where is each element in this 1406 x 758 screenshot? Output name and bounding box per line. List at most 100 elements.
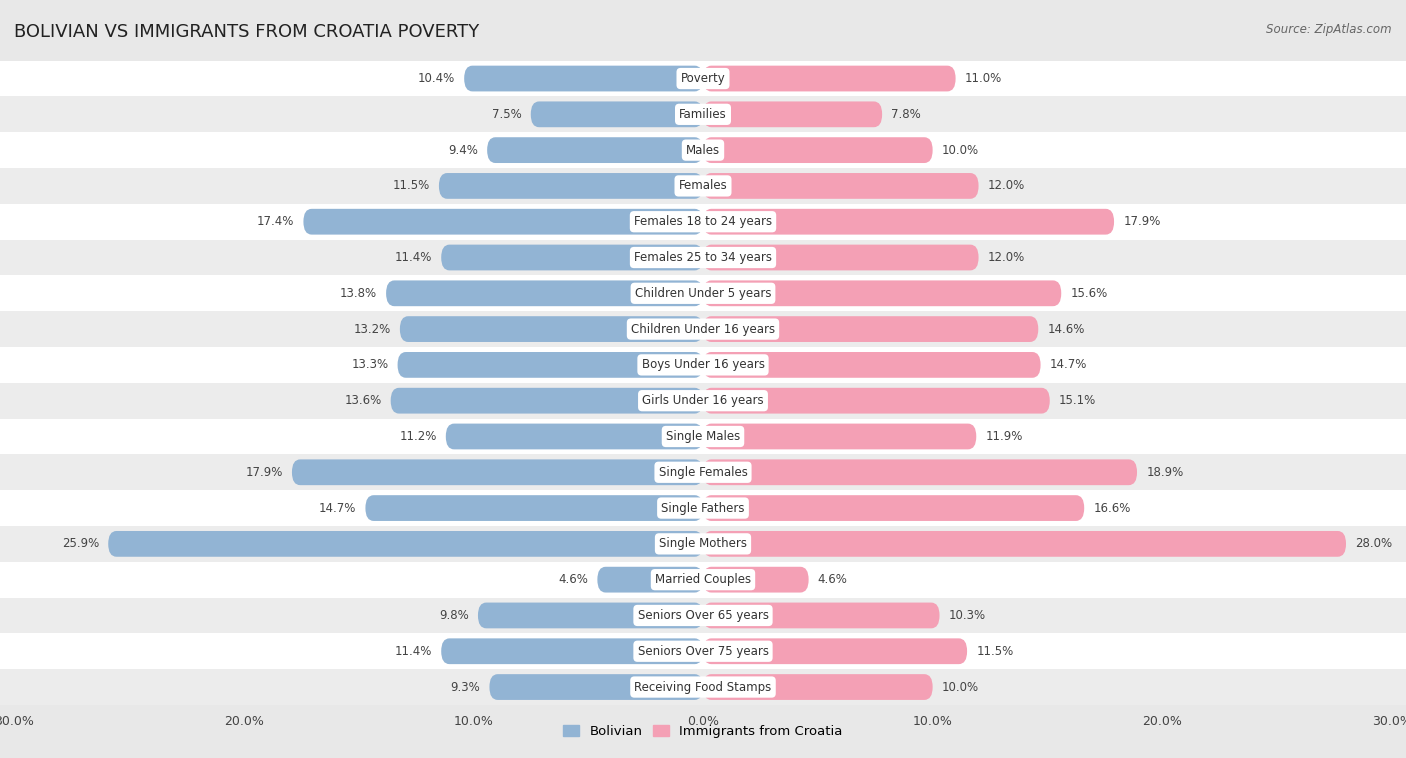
Text: 10.4%: 10.4% [418,72,456,85]
Text: Females 25 to 34 years: Females 25 to 34 years [634,251,772,264]
Bar [0,240,1406,275]
FancyBboxPatch shape [304,208,703,235]
FancyBboxPatch shape [391,388,703,414]
Text: 18.9%: 18.9% [1146,465,1184,479]
Text: 9.3%: 9.3% [450,681,481,694]
Text: 9.8%: 9.8% [439,609,468,622]
Text: 4.6%: 4.6% [818,573,848,586]
Bar [0,204,1406,240]
Text: 25.9%: 25.9% [62,537,98,550]
Bar [0,168,1406,204]
Bar [0,562,1406,597]
FancyBboxPatch shape [703,352,1040,377]
Text: 10.3%: 10.3% [949,609,986,622]
FancyBboxPatch shape [486,137,703,163]
Text: 10.0%: 10.0% [942,681,979,694]
FancyBboxPatch shape [478,603,703,628]
Text: 11.9%: 11.9% [986,430,1022,443]
Text: Girls Under 16 years: Girls Under 16 years [643,394,763,407]
Text: Females 18 to 24 years: Females 18 to 24 years [634,215,772,228]
Text: 10.0%: 10.0% [942,143,979,157]
FancyBboxPatch shape [703,495,1084,521]
Bar [0,669,1406,705]
FancyBboxPatch shape [366,495,703,521]
FancyBboxPatch shape [292,459,703,485]
Text: 9.4%: 9.4% [449,143,478,157]
FancyBboxPatch shape [446,424,703,449]
Text: 13.8%: 13.8% [340,287,377,300]
Text: 11.2%: 11.2% [399,430,437,443]
Text: 14.7%: 14.7% [319,502,356,515]
Bar [0,347,1406,383]
Bar [0,526,1406,562]
Text: 13.2%: 13.2% [353,323,391,336]
Text: Boys Under 16 years: Boys Under 16 years [641,359,765,371]
Text: 17.4%: 17.4% [257,215,294,228]
Text: 16.6%: 16.6% [1094,502,1130,515]
FancyBboxPatch shape [439,173,703,199]
FancyBboxPatch shape [703,638,967,664]
Text: 7.5%: 7.5% [492,108,522,121]
Text: 11.5%: 11.5% [976,645,1014,658]
Text: Single Mothers: Single Mothers [659,537,747,550]
FancyBboxPatch shape [703,459,1137,485]
Text: Single Females: Single Females [658,465,748,479]
Bar [0,275,1406,312]
FancyBboxPatch shape [703,245,979,271]
Text: Married Couples: Married Couples [655,573,751,586]
FancyBboxPatch shape [703,674,932,700]
Text: Receiving Food Stamps: Receiving Food Stamps [634,681,772,694]
Bar [0,132,1406,168]
Text: Seniors Over 65 years: Seniors Over 65 years [637,609,769,622]
Text: 17.9%: 17.9% [246,465,283,479]
FancyBboxPatch shape [703,173,979,199]
FancyBboxPatch shape [703,531,1346,556]
Bar [0,597,1406,634]
FancyBboxPatch shape [703,66,956,92]
FancyBboxPatch shape [441,638,703,664]
Text: 15.1%: 15.1% [1059,394,1097,407]
Text: 14.7%: 14.7% [1050,359,1087,371]
FancyBboxPatch shape [703,388,1050,414]
Bar [0,96,1406,132]
FancyBboxPatch shape [464,66,703,92]
Text: Source: ZipAtlas.com: Source: ZipAtlas.com [1267,23,1392,36]
Bar [0,454,1406,490]
Text: Single Males: Single Males [666,430,740,443]
Bar [0,490,1406,526]
Bar [0,418,1406,454]
Text: 13.6%: 13.6% [344,394,381,407]
Text: Children Under 5 years: Children Under 5 years [634,287,772,300]
Text: Families: Families [679,108,727,121]
FancyBboxPatch shape [598,567,703,593]
Text: 11.4%: 11.4% [395,251,432,264]
Text: 11.5%: 11.5% [392,180,430,193]
Text: 13.3%: 13.3% [352,359,388,371]
Text: Seniors Over 75 years: Seniors Over 75 years [637,645,769,658]
FancyBboxPatch shape [703,137,932,163]
Text: Children Under 16 years: Children Under 16 years [631,323,775,336]
Text: 4.6%: 4.6% [558,573,588,586]
FancyBboxPatch shape [703,208,1114,235]
Text: Males: Males [686,143,720,157]
FancyBboxPatch shape [703,316,1038,342]
Text: 11.4%: 11.4% [395,645,432,658]
FancyBboxPatch shape [703,424,976,449]
Text: BOLIVIAN VS IMMIGRANTS FROM CROATIA POVERTY: BOLIVIAN VS IMMIGRANTS FROM CROATIA POVE… [14,23,479,41]
Text: 28.0%: 28.0% [1355,537,1392,550]
FancyBboxPatch shape [703,567,808,593]
FancyBboxPatch shape [399,316,703,342]
Text: 17.9%: 17.9% [1123,215,1160,228]
FancyBboxPatch shape [489,674,703,700]
Text: 14.6%: 14.6% [1047,323,1085,336]
FancyBboxPatch shape [441,245,703,271]
Text: Poverty: Poverty [681,72,725,85]
FancyBboxPatch shape [108,531,703,556]
Bar [0,312,1406,347]
Text: 12.0%: 12.0% [988,180,1025,193]
Text: 11.0%: 11.0% [965,72,1002,85]
Bar [0,383,1406,418]
Text: 7.8%: 7.8% [891,108,921,121]
FancyBboxPatch shape [398,352,703,377]
Text: Single Fathers: Single Fathers [661,502,745,515]
